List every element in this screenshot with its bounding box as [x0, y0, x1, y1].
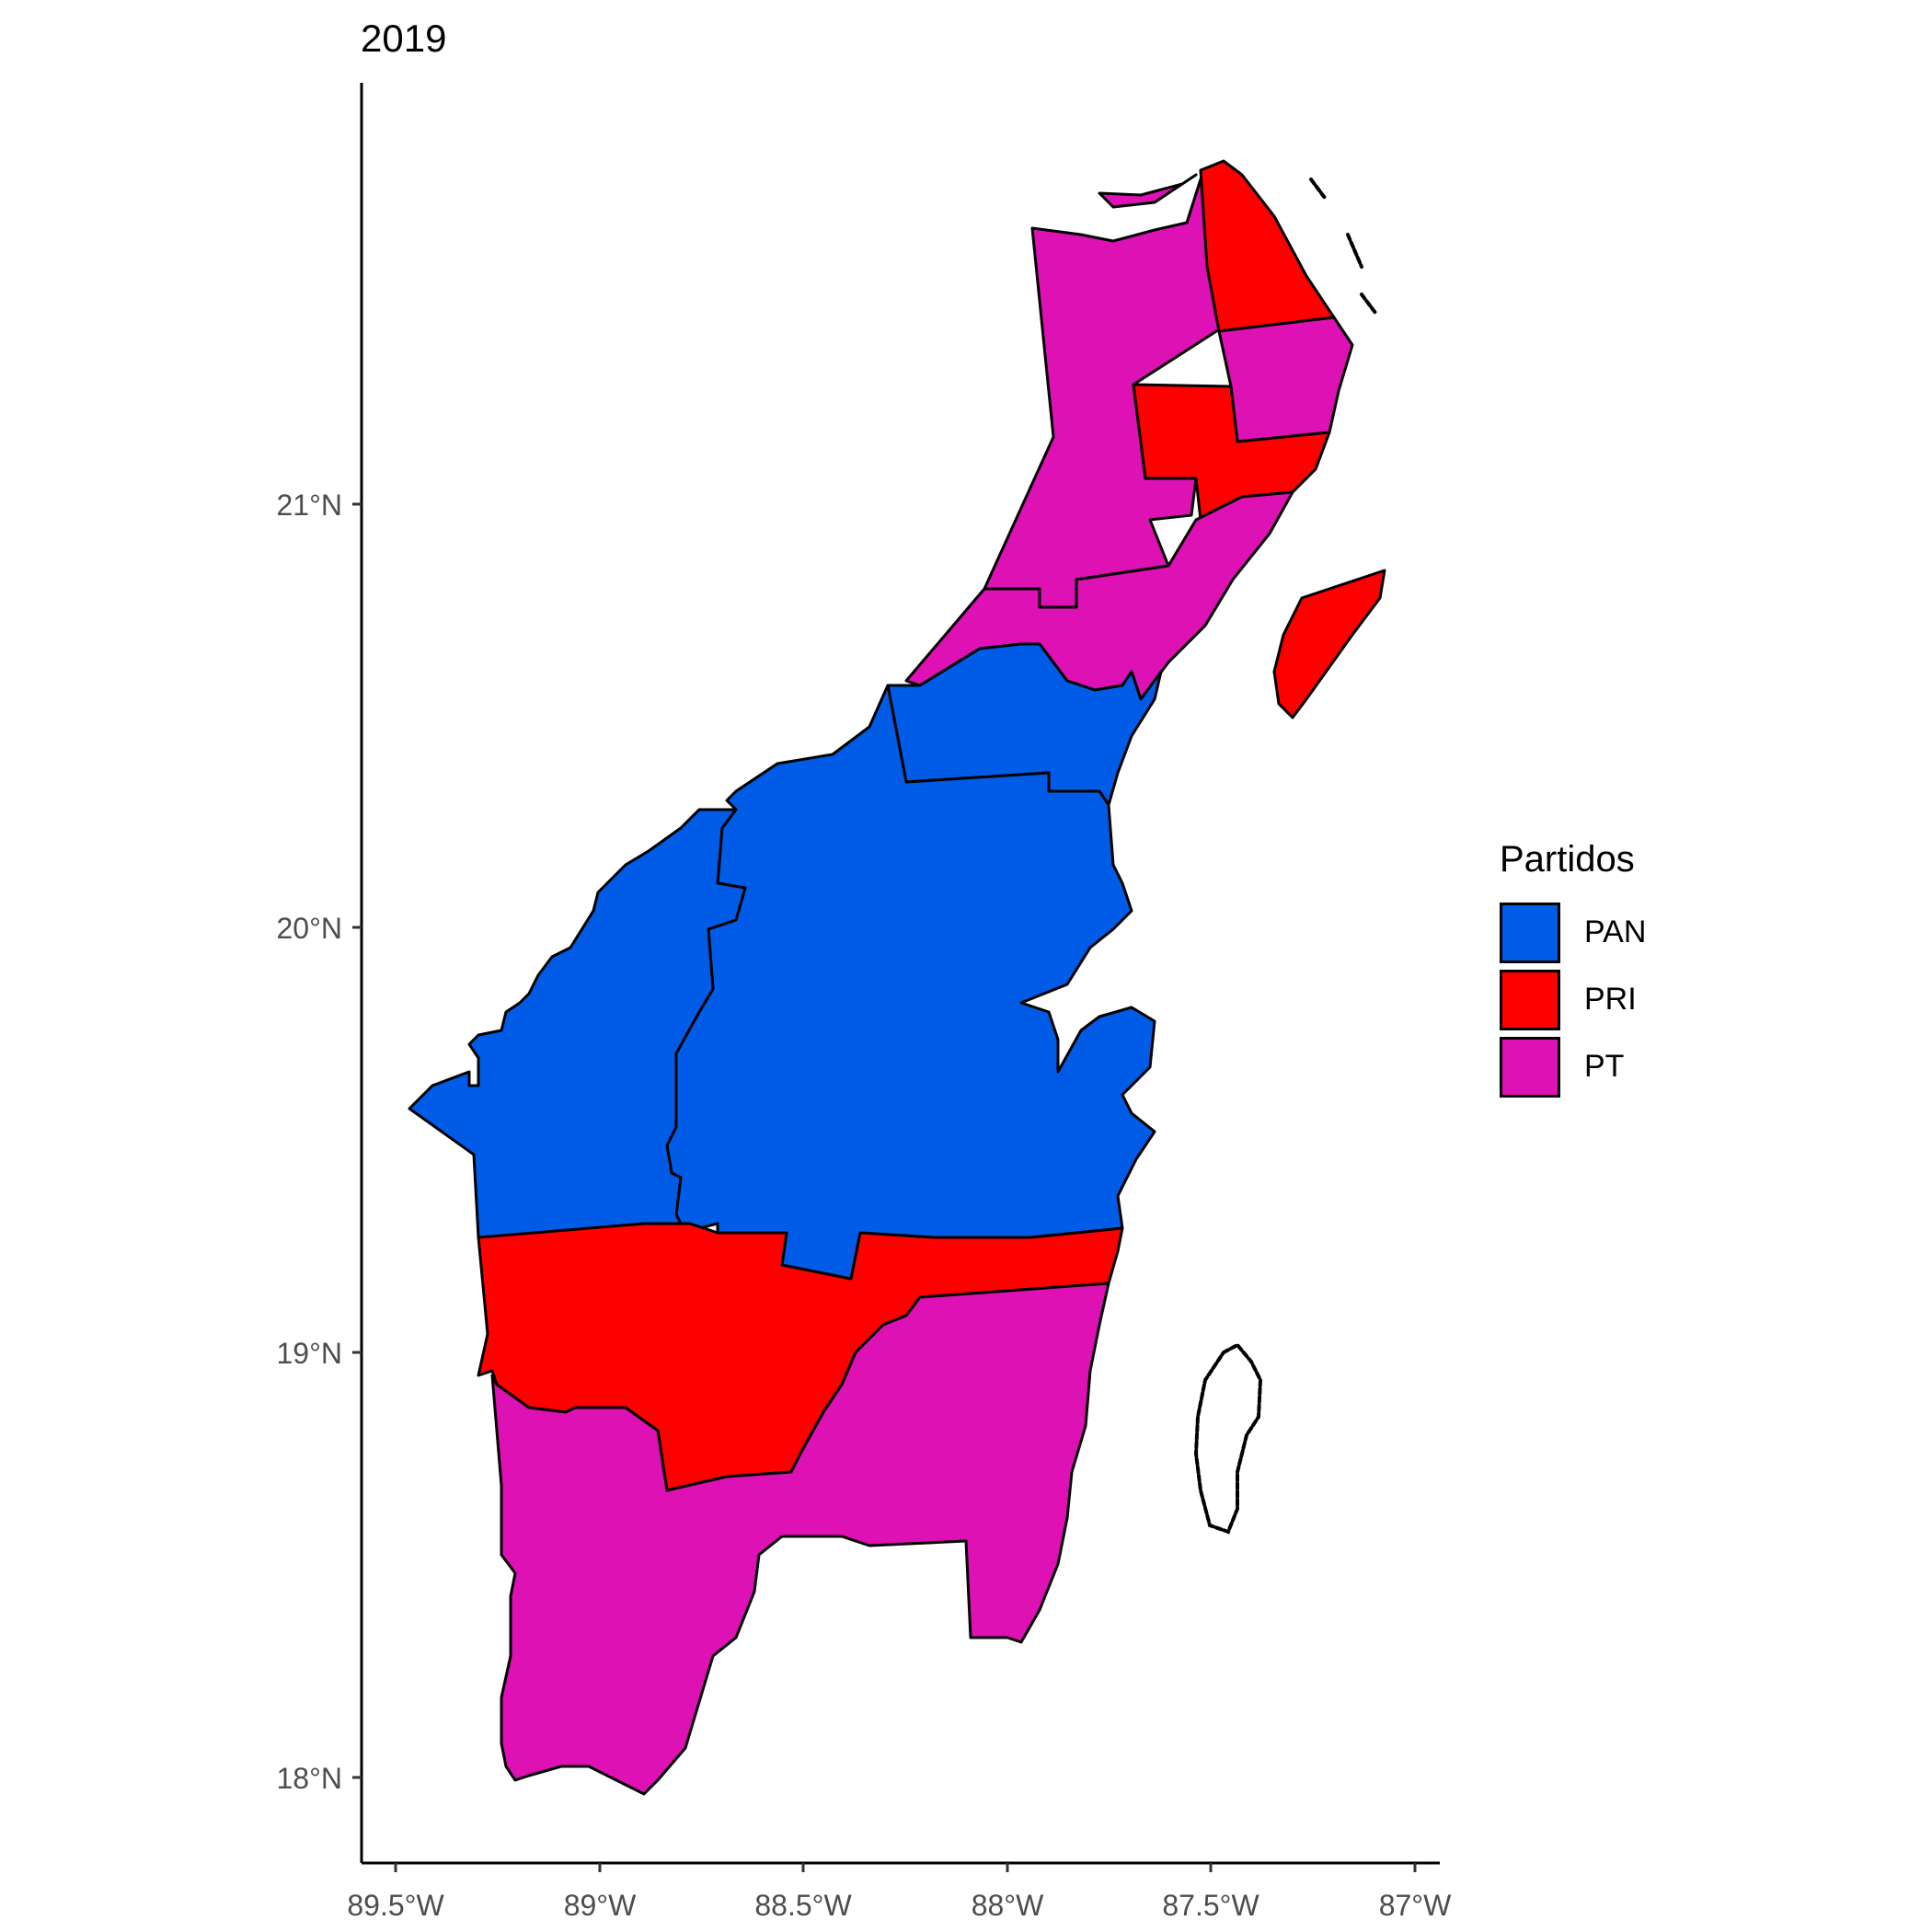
legend-item-pt: PT [1500, 1033, 1711, 1100]
cay-north-1 [1309, 178, 1327, 200]
legend-key-pt [1500, 1036, 1560, 1098]
cay-north-2 [1346, 233, 1363, 269]
legend-title: Partidos [1500, 839, 1635, 880]
region-pt-islet[interactable] [1098, 173, 1198, 209]
plot-title: 2019 [361, 17, 447, 60]
y-ticks: 21°N 20°N 19°N 18°N [277, 489, 362, 1795]
y-tick-label-19: 19°N [277, 1337, 343, 1370]
x-tick-label-2: 89°W [564, 1889, 637, 1922]
region-pan-west[interactable] [408, 808, 747, 1239]
y-tick-label-18: 18°N [277, 1762, 343, 1795]
legend-item-pri: PRI [1500, 966, 1711, 1033]
region-pri-cozumel[interactable] [1272, 569, 1386, 719]
legend-label-pri: PRI [1584, 982, 1637, 1017]
legend-item-pan: PAN [1500, 899, 1711, 966]
cays [1193, 178, 1377, 1535]
legend-key-pri [1500, 969, 1560, 1030]
region-pt-south[interactable] [490, 1282, 1110, 1796]
x-tick-label-3: 88.5°W [754, 1889, 852, 1922]
y-tick-label-21: 21°N [277, 489, 343, 522]
legend-label-pan: PAN [1584, 914, 1647, 949]
x-tick-label-4: 88°W [972, 1889, 1044, 1922]
x-ticks: 89.5°W 89°W 88.5°W 88°W 87.5°W 87°W [347, 1863, 1452, 1922]
x-tick-label-6: 87°W [1379, 1889, 1452, 1922]
cay-chinchorro [1193, 1342, 1263, 1535]
legend-label-pt: PT [1584, 1049, 1625, 1084]
regions [408, 159, 1386, 1796]
legend-key-pan [1500, 902, 1560, 963]
cay-north-3 [1360, 293, 1377, 315]
region-pt-cancun[interactable] [1217, 316, 1354, 443]
y-tick-label-20: 20°N [277, 912, 343, 945]
x-tick-label-1: 89.5°W [347, 1889, 444, 1922]
legend: Partidos PAN PRI PT [1500, 839, 1711, 1100]
region-pri-northtip[interactable] [1199, 159, 1336, 333]
x-tick-label-5: 87.5°W [1162, 1889, 1259, 1922]
